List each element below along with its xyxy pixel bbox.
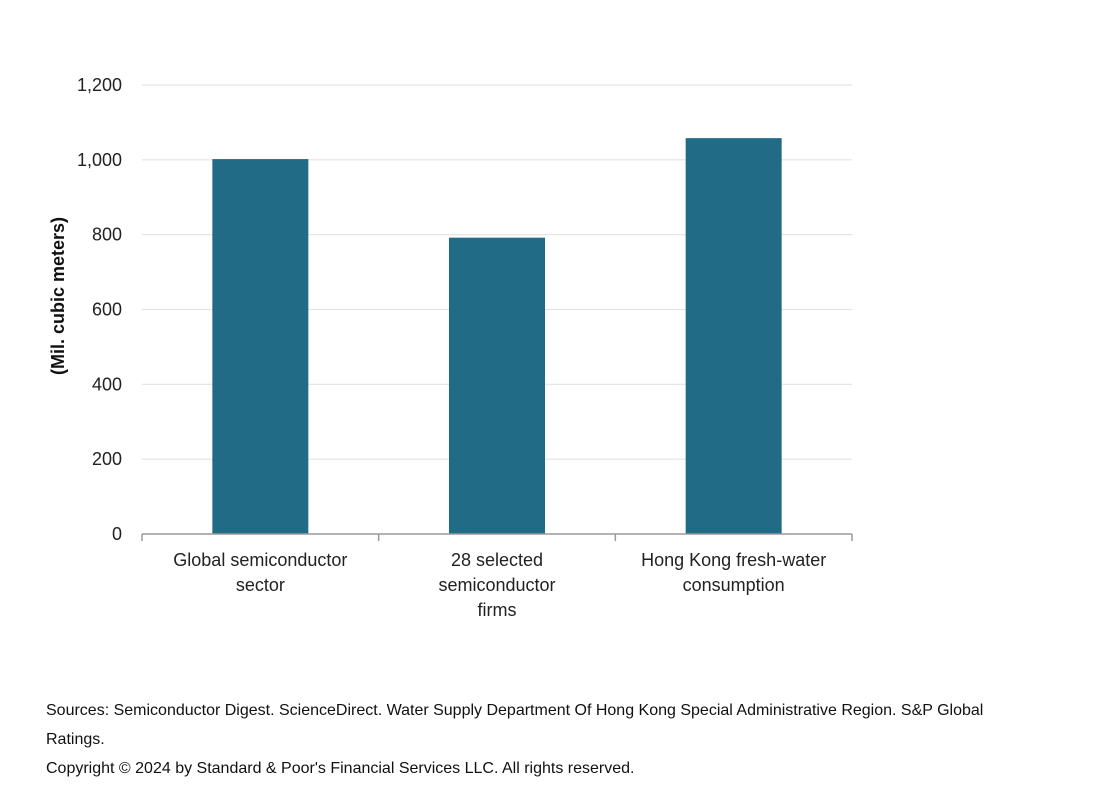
- y-axis-label: (Mil. cubic meters): [48, 217, 68, 375]
- x-category-label: Global semiconductor sector: [173, 550, 347, 595]
- x-category-label: 28 selected semiconductor firms: [438, 550, 555, 620]
- bar-chart: 0 200 400 600 800 1,000 1,200 Global semicondu…: [48, 75, 853, 620]
- bar: [212, 159, 309, 534]
- y-tick-label: 400: [92, 374, 122, 394]
- y-tick-label: 800: [92, 225, 122, 245]
- y-tick-label: 600: [92, 300, 122, 320]
- y-tick-label: 1,000: [77, 150, 122, 170]
- copyright-note: Copyright © 2024 by Standard & Poor's Fi…: [46, 760, 635, 777]
- bar: [449, 237, 545, 534]
- chart-footer: Sources: Semiconductor Digest. ScienceDi…: [46, 696, 1026, 783]
- y-tick-label: 1,200: [77, 75, 122, 95]
- bars: [212, 138, 782, 535]
- axes: [141, 533, 853, 541]
- x-category-labels: Global semiconductor sector 28 selected sem…: [173, 550, 826, 620]
- bar: [685, 138, 782, 535]
- sources-note: Sources: Semiconductor Digest. ScienceDi…: [46, 702, 984, 748]
- y-tick-label: 0: [112, 524, 122, 544]
- y-tick-label: 200: [92, 449, 122, 469]
- y-tick-labels: 0 200 400 600 800 1,000 1,200: [77, 75, 122, 544]
- x-category-label: Hong Kong fresh-water consumption: [641, 550, 826, 595]
